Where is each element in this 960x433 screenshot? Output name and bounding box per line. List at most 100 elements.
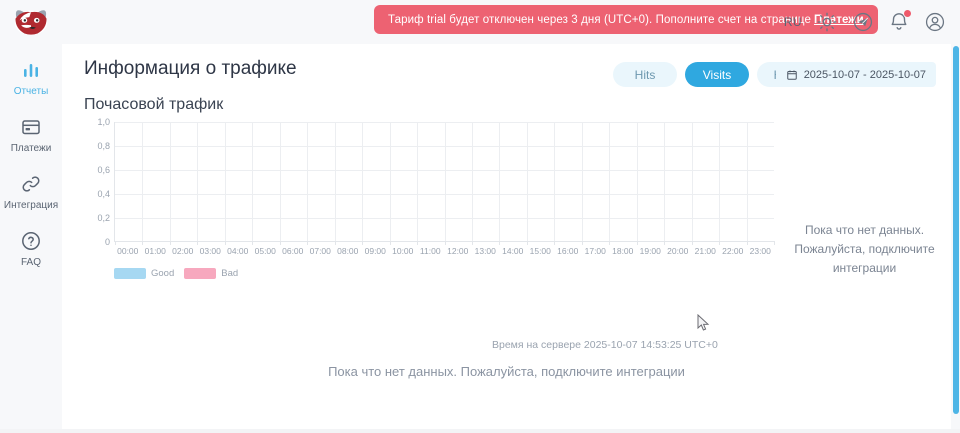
- x-axis-tick: [389, 241, 391, 245]
- x-axis-labels: 00:00 01:00 02:00 03:00 04:00 05:00 06:00 07:00…: [114, 246, 774, 260]
- gridline-vertical: [554, 122, 556, 241]
- sidebar-item-faq[interactable]: FAQ: [0, 229, 62, 269]
- x-axis-tick-label: 10:00: [392, 246, 414, 256]
- x-axis-tick-label: 04:00: [227, 246, 249, 256]
- x-axis-tick: [169, 241, 171, 245]
- calendar-icon: [786, 70, 797, 80]
- gridline-vertical: [691, 122, 693, 241]
- gridline-vertical: [169, 122, 171, 241]
- main-content: Информация о трафике Hits Visits Hosts 2…: [62, 44, 951, 429]
- legend-label-bad: Bad: [221, 268, 239, 279]
- y-axis-tick-label: 0,2: [97, 213, 110, 223]
- tab-hits[interactable]: Hits: [613, 62, 677, 87]
- gridline-vertical: [389, 122, 391, 241]
- x-axis-tick-label: 15:00: [529, 246, 551, 256]
- chart-legend: Good Bad: [114, 268, 238, 279]
- legend-label-good: Good: [151, 268, 175, 279]
- gridline-vertical: [417, 122, 419, 241]
- gridline-vertical: [444, 122, 446, 241]
- x-axis-tick-label: 13:00: [474, 246, 496, 256]
- gridline-vertical: [252, 122, 254, 241]
- chart-plot-area[interactable]: [114, 122, 775, 245]
- x-axis-tick-label: 07:00: [309, 246, 331, 256]
- x-axis-tick-label: 11:00: [419, 246, 441, 256]
- x-axis-tick: [197, 241, 199, 245]
- gridline-vertical: [636, 122, 638, 241]
- sidebar-item-label-otchety: Отчеты: [13, 86, 49, 97]
- x-axis-tick: [279, 241, 281, 245]
- x-axis-tick: [691, 241, 693, 245]
- legend-item-bad[interactable]: Bad: [184, 268, 238, 279]
- table-empty-state-message: Пока что нет данных. Пожалуйста, подключ…: [328, 364, 685, 379]
- x-axis-tick-label: 23:00: [749, 246, 771, 256]
- sidebar-item-label-platezhi: Платежи: [10, 143, 52, 154]
- mouse-cursor: [697, 314, 710, 331]
- x-axis-tick: [362, 241, 364, 245]
- x-axis-tick-label: 09:00: [364, 246, 386, 256]
- x-axis-tick-label: 14:00: [502, 246, 524, 256]
- y-axis-tick-label: 0,8: [97, 141, 110, 151]
- gridline-vertical: [526, 122, 528, 241]
- x-axis-tick-label: 05:00: [254, 246, 276, 256]
- gridline-vertical: [197, 122, 199, 241]
- x-axis-tick-label: 21:00: [694, 246, 716, 256]
- sun-icon[interactable]: [816, 11, 838, 33]
- chart-area: 0 0,2 0,4 0,6 0,8 1,0 00:00 01:00 02:00 03:00 04:…: [84, 117, 775, 282]
- logo-container[interactable]: [0, 0, 62, 44]
- y-axis-tick-label: 0: [104, 237, 110, 247]
- gridline-vertical: [142, 122, 144, 241]
- topbar-actions: RU: [784, 0, 946, 44]
- sidebar-item-otchety[interactable]: Отчеты: [0, 58, 62, 98]
- x-axis-tick: [554, 241, 556, 245]
- chart-empty-state-message: Пока что нет данных. Пожалуйста, подключ…: [794, 223, 935, 275]
- gridline-vertical: [746, 122, 748, 241]
- credit-card-icon: [22, 120, 40, 135]
- gridline-vertical: [362, 122, 364, 241]
- date-range-picker[interactable]: 2025-10-07 - 2025-10-07: [775, 62, 936, 87]
- gridline-vertical: [581, 122, 583, 241]
- y-axis-tick-label: 0,4: [97, 189, 110, 199]
- x-axis-tick: [774, 241, 775, 245]
- user-avatar-icon[interactable]: [924, 11, 946, 33]
- bell-icon[interactable]: [888, 9, 912, 33]
- x-axis-tick: [581, 241, 583, 245]
- sidebar-item-label-faq: FAQ: [20, 257, 41, 268]
- x-axis-tick-label: 22:00: [722, 246, 744, 256]
- top-bar: Тариф trial будет отключен через 3 дня (…: [0, 0, 960, 44]
- x-axis-tick-label: 17:00: [584, 246, 606, 256]
- x-axis-tick-label: 08:00: [337, 246, 359, 256]
- date-range-value: 2025-10-07 - 2025-10-07: [803, 68, 926, 81]
- gridline-vertical: [279, 122, 281, 241]
- x-axis-tick: [224, 241, 226, 245]
- legend-swatch-good: [114, 268, 146, 279]
- x-axis-tick-label: 03:00: [199, 246, 221, 256]
- gridline-vertical: [609, 122, 611, 241]
- chart-title: Почасовой трафик: [84, 96, 224, 113]
- x-axis-tick-label: 01:00: [144, 246, 166, 256]
- tab-visits[interactable]: Visits: [685, 62, 749, 87]
- gridline-vertical: [471, 122, 473, 241]
- gridline-vertical: [307, 122, 309, 241]
- trial-alert-link[interactable]: Платежи: [813, 13, 864, 26]
- x-axis-tick-label: 18:00: [612, 246, 634, 256]
- x-axis-tick-label: 02:00: [172, 246, 194, 256]
- x-axis-tick: [444, 241, 446, 245]
- y-axis-labels: 0 0,2 0,4 0,6 0,8 1,0: [84, 117, 110, 247]
- language-switcher[interactable]: RU: [783, 15, 802, 29]
- sidebar-item-platezhi[interactable]: Платежи: [0, 115, 62, 155]
- sidebar-item-integraciya[interactable]: Интеграция: [0, 172, 62, 212]
- x-axis-tick-label: 06:00: [282, 246, 304, 256]
- raccoon-logo: [14, 10, 48, 36]
- server-time-label: Время на сервере 2025-10-07 14:53:25 UTC…: [492, 339, 718, 351]
- x-axis-tick: [526, 241, 528, 245]
- x-axis-tick: [417, 241, 419, 245]
- legend-swatch-bad: [184, 268, 217, 279]
- legend-item-good[interactable]: Good: [114, 268, 174, 279]
- x-axis-tick-label: 12:00: [447, 246, 469, 256]
- y-axis-tick-label: 0,6: [97, 165, 110, 175]
- telegram-icon[interactable]: [852, 11, 874, 33]
- x-axis-tick: [609, 241, 611, 245]
- x-axis-tick: [115, 241, 116, 245]
- page-scrollbar-thumb[interactable]: [953, 46, 959, 414]
